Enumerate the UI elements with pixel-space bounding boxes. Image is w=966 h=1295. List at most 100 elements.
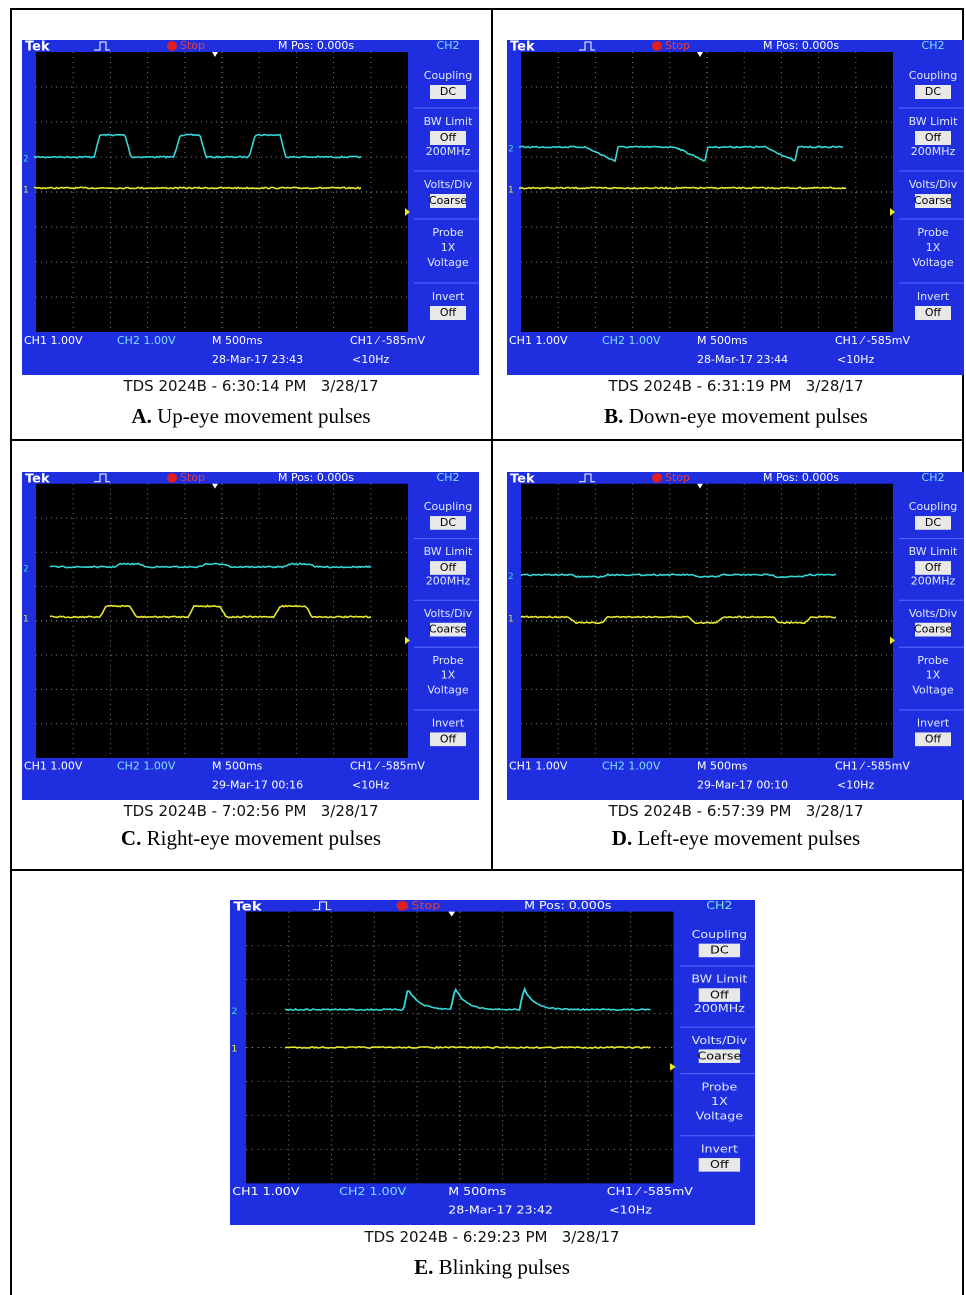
timestamp: 28-Mar-17 23:42 bbox=[448, 1204, 553, 1217]
stop-icon bbox=[397, 901, 408, 911]
border bbox=[10, 8, 12, 1295]
timebase: M 500ms bbox=[448, 1185, 506, 1198]
oscilloscope-screen: TekStopM Pos: 0.000sCH2CouplingDCBW Limi… bbox=[507, 40, 964, 375]
trigger-setting: CH1 ⁄ -585mV bbox=[607, 1185, 693, 1198]
caption: E. Blinking pulses bbox=[414, 1255, 570, 1280]
menu-value: 200MHz bbox=[426, 145, 471, 158]
oscilloscope-screen: TekStopM Pos: 0.000sCH2CouplingDCBW Limi… bbox=[22, 472, 479, 800]
menu-value: Voltage bbox=[696, 1109, 743, 1122]
brand: Tek bbox=[25, 472, 50, 486]
menu-value: 1X bbox=[711, 1095, 728, 1108]
trigger-setting: CH1 ⁄ -585mV bbox=[350, 334, 425, 347]
screen-footer: TDS 2024B - 6:31:19 PM 3/28/17 bbox=[608, 377, 863, 395]
brand: Tek bbox=[510, 472, 535, 486]
menu-value: Off bbox=[440, 732, 457, 745]
menu-title: Volts/Div bbox=[692, 1034, 747, 1047]
status: Stop bbox=[412, 900, 441, 912]
position: M Pos: 0.000s bbox=[278, 40, 354, 52]
menu-value: 200MHz bbox=[426, 575, 471, 588]
menu-title: BW Limit bbox=[909, 545, 958, 558]
menu-title: Coupling bbox=[692, 928, 748, 941]
menu-value: Off bbox=[710, 1158, 730, 1171]
menu-title: BW Limit bbox=[691, 973, 747, 986]
stop-icon bbox=[652, 41, 662, 51]
menu-value: DC bbox=[710, 944, 729, 957]
status: Stop bbox=[665, 472, 690, 484]
border bbox=[10, 8, 964, 10]
caption-text: Right-eye movement pulses bbox=[147, 826, 381, 850]
frequency: <10Hz bbox=[352, 353, 389, 366]
trigger-setting: CH1 ⁄ -585mV bbox=[350, 760, 425, 773]
ch2-scale: CH2 1.00V bbox=[602, 760, 661, 773]
status: Stop bbox=[180, 40, 205, 52]
menu-value: Voltage bbox=[427, 256, 468, 269]
menu-value: Coarse bbox=[429, 623, 467, 636]
ch1-scale: CH1 1.00V bbox=[24, 760, 83, 773]
menu-title: Probe bbox=[917, 226, 948, 239]
caption-text: Left-eye movement pulses bbox=[637, 826, 860, 850]
oscilloscope-screen: TekStopM Pos: 0.000sCH2CouplingDCBW Limi… bbox=[22, 40, 479, 375]
figure: Tek Stop M Pos: 0.000s CH2 Coupling DC BW Limi… bbox=[0, 0, 966, 1295]
timebase: M 500ms bbox=[212, 760, 263, 773]
brand: Tek bbox=[233, 900, 262, 914]
menu-title: Probe bbox=[701, 1080, 737, 1093]
ch2-scale: CH2 1.00V bbox=[117, 760, 176, 773]
menu-value: Coarse bbox=[914, 623, 952, 636]
menu-value: Voltage bbox=[427, 683, 469, 696]
position: M Pos: 0.000s bbox=[763, 40, 839, 52]
frequency: <10Hz bbox=[837, 778, 875, 791]
border bbox=[10, 439, 964, 441]
ch1-scale: CH1 1.00V bbox=[509, 760, 568, 773]
frequency: <10Hz bbox=[609, 1204, 652, 1217]
screen-footer: TDS 2024B - 6:57:39 PM 3/28/17 bbox=[608, 802, 863, 820]
menu-value: 1X bbox=[441, 241, 456, 254]
menu-value: Voltage bbox=[912, 256, 953, 269]
menu-channel: CH2 bbox=[706, 900, 732, 912]
menu-value: 200MHz bbox=[694, 1002, 745, 1015]
menu-value: Coarse bbox=[697, 1049, 741, 1062]
menu-value: Off bbox=[440, 306, 457, 319]
ch2-scale: CH2 1.00V bbox=[602, 334, 661, 347]
menu-channel: CH2 bbox=[922, 472, 945, 484]
menu-title: Invert bbox=[917, 290, 950, 303]
caption-text: Down-eye movement pulses bbox=[629, 404, 868, 428]
ch2-marker: 2 bbox=[508, 572, 514, 582]
position: M Pos: 0.000s bbox=[524, 900, 611, 912]
menu-value: Off bbox=[440, 131, 457, 144]
menu-title: Probe bbox=[432, 654, 463, 667]
ch1-marker: 1 bbox=[231, 1044, 238, 1054]
stop-icon bbox=[652, 473, 662, 483]
screen-footer: TDS 2024B - 7:02:56 PM 3/28/17 bbox=[123, 802, 378, 820]
menu-title: Volts/Div bbox=[909, 607, 958, 620]
menu-title: Volts/Div bbox=[909, 178, 958, 191]
menu-channel: CH2 bbox=[922, 40, 945, 52]
menu-title: Volts/Div bbox=[424, 607, 473, 620]
menu-value: Off bbox=[925, 732, 942, 745]
ch1-marker: 1 bbox=[508, 186, 514, 196]
menu-title: Invert bbox=[432, 290, 465, 303]
ch2-marker: 2 bbox=[508, 145, 514, 155]
caption-label: D. bbox=[612, 826, 632, 850]
menu-value: 1X bbox=[441, 669, 456, 682]
menu-title: BW Limit bbox=[909, 115, 958, 128]
ch1-marker: 1 bbox=[23, 186, 29, 196]
menu-title: Probe bbox=[917, 654, 948, 667]
frequency: <10Hz bbox=[837, 353, 874, 366]
menu-title: Coupling bbox=[424, 69, 472, 82]
trigger-setting: CH1 ⁄ -585mV bbox=[835, 760, 910, 773]
menu-value: DC bbox=[925, 516, 941, 529]
caption: A. Up-eye movement pulses bbox=[131, 404, 370, 429]
ch2-scale: CH2 1.00V bbox=[339, 1185, 406, 1198]
caption-text: Blinking pulses bbox=[439, 1255, 570, 1279]
menu-title: Volts/Div bbox=[424, 178, 473, 191]
caption-label: C. bbox=[121, 826, 141, 850]
ch1-scale: CH1 1.00V bbox=[509, 334, 568, 347]
menu-channel: CH2 bbox=[437, 472, 460, 484]
menu-value: DC bbox=[440, 85, 456, 98]
menu-title: Coupling bbox=[909, 500, 957, 513]
menu-value: DC bbox=[440, 516, 456, 529]
timestamp: 28-Mar-17 23:43 bbox=[212, 353, 303, 366]
brand: Tek bbox=[25, 40, 50, 55]
menu-value: 1X bbox=[926, 669, 941, 682]
timestamp: 29-Mar-17 00:10 bbox=[697, 778, 788, 791]
